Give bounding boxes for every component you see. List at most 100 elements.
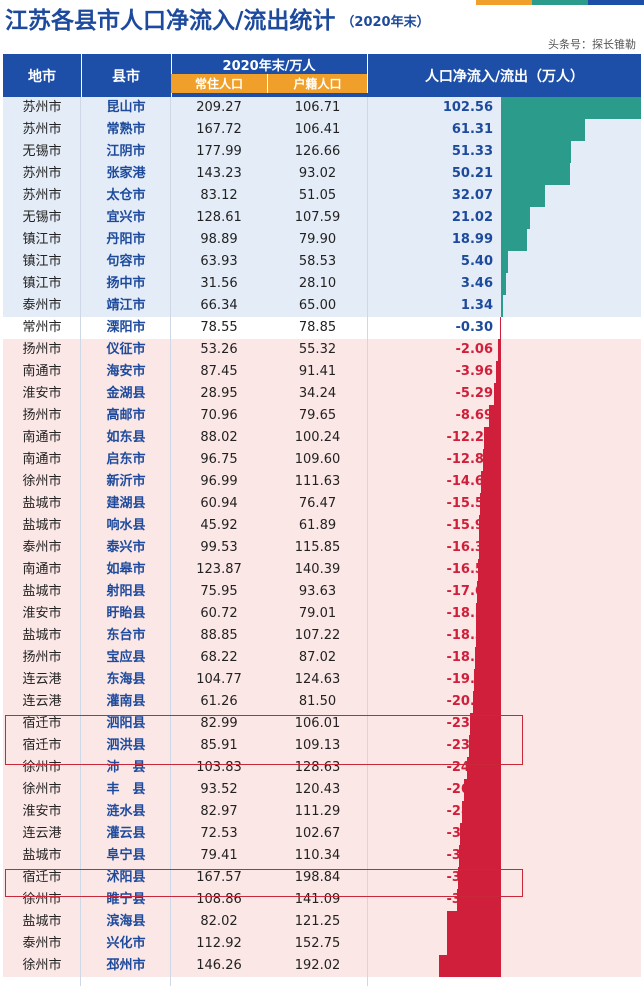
registered-cell: 109.60 <box>294 452 341 467</box>
net-value-label: 50.21 <box>451 166 493 181</box>
city-cell: 徐州市 <box>22 892 62 907</box>
net-bar <box>473 669 501 691</box>
city-cell: 常州市 <box>22 320 62 335</box>
net-value-label: -14.64 <box>446 474 493 489</box>
registered-cell: 93.02 <box>298 166 337 181</box>
highlight-box-siyang-sihong <box>5 715 523 765</box>
county-cell: 泗洪县 <box>106 738 146 753</box>
resident-cell: 128.61 <box>196 210 242 225</box>
city-cell: 连云港 <box>22 672 62 687</box>
table-row: 苏州市 张家港 143.23 93.02 50.21 <box>3 163 641 185</box>
registered-cell: 106.01 <box>294 716 341 731</box>
resident-cell: 123.87 <box>196 562 242 577</box>
resident-cell: 104.77 <box>196 672 242 687</box>
county-cell: 新沂市 <box>106 474 146 489</box>
city-cell: 镇江市 <box>22 232 62 247</box>
county-cell: 东台市 <box>106 628 146 643</box>
resident-cell: 53.26 <box>200 342 238 357</box>
registered-cell: 107.22 <box>294 628 341 643</box>
table-row: 镇江市 句容市 63.93 58.53 5.40 <box>3 251 641 273</box>
city-cell: 南通市 <box>22 430 62 445</box>
net-value-label: -3.96 <box>455 364 493 379</box>
city-cell: 镇江市 <box>22 276 62 291</box>
city-cell: 盐城市 <box>22 584 62 599</box>
net-value-label: 61.31 <box>451 122 493 137</box>
net-bar <box>479 493 501 515</box>
data-table: 苏州市 昆山市 209.27 106.71 102.56 苏州市 常熟市 167.72 106.… <box>3 97 641 977</box>
county-cell: 溧阳市 <box>106 320 146 335</box>
county-cell: 射阳县 <box>106 584 146 599</box>
county-cell: 盱眙县 <box>106 606 146 621</box>
net-value-label: -18.29 <box>446 606 493 621</box>
resident-cell: 82.97 <box>200 804 238 819</box>
county-cell: 灌南县 <box>106 694 146 709</box>
net-bar <box>501 163 570 185</box>
net-bar <box>483 449 501 471</box>
county-cell: 如东县 <box>106 430 146 445</box>
net-bar <box>469 735 501 757</box>
net-bar <box>501 251 509 273</box>
column-divider <box>80 97 81 986</box>
resident-cell: 68.22 <box>200 650 238 665</box>
net-value-label: 51.33 <box>451 144 493 159</box>
county-cell: 宝应县 <box>106 650 146 665</box>
net-value-label: -17.68 <box>446 584 493 599</box>
county-cell: 昆山市 <box>106 100 146 115</box>
net-bar <box>459 823 501 845</box>
net-bar <box>495 361 501 383</box>
registered-cell: 192.02 <box>294 958 341 973</box>
registered-cell: 78.85 <box>298 320 337 335</box>
net-bar <box>446 933 501 955</box>
city-cell: 徐州市 <box>22 782 62 797</box>
net-bar <box>476 581 501 603</box>
resident-cell: 88.02 <box>200 430 238 445</box>
county-cell: 海安市 <box>106 364 146 379</box>
net-value-label: 102.56 <box>442 100 493 115</box>
table-row: 泰州市 泰兴市 99.53 115.85 -16.32 <box>3 537 641 559</box>
net-value-label: -18.37 <box>446 628 493 643</box>
resident-cell: 82.02 <box>200 914 238 929</box>
registered-cell: 110.34 <box>294 848 341 863</box>
county-cell: 扬中市 <box>106 276 146 291</box>
net-bar <box>493 383 501 405</box>
resident-cell: 75.95 <box>200 584 238 599</box>
city-cell: 宿迁市 <box>22 738 62 753</box>
registered-cell: 87.02 <box>298 650 337 665</box>
county-cell: 泰兴市 <box>106 540 146 555</box>
county-cell: 仪征市 <box>106 342 146 357</box>
table-row: 盐城市 东台市 88.85 107.22 -18.37 <box>3 625 641 647</box>
table-row: 镇江市 扬中市 31.56 28.10 3.46 <box>3 273 641 295</box>
resident-cell: 63.93 <box>200 254 238 269</box>
net-bar <box>464 779 501 801</box>
column-divider <box>170 97 171 986</box>
table-row: 苏州市 昆山市 209.27 106.71 102.56 <box>3 97 641 119</box>
city-cell: 扬州市 <box>22 650 62 665</box>
net-value-label: -0.30 <box>455 320 493 335</box>
table-row: 淮安市 盱眙县 60.72 79.01 -18.29 <box>3 603 641 625</box>
county-cell: 阜宁县 <box>106 848 146 863</box>
registered-cell: 61.89 <box>298 518 337 533</box>
resident-cell: 143.23 <box>196 166 242 181</box>
table-row: 盐城市 射阳县 75.95 93.63 -17.68 <box>3 581 641 603</box>
net-bar <box>447 911 501 933</box>
county-cell: 常熟市 <box>106 122 146 137</box>
registered-cell: 124.63 <box>294 672 341 687</box>
table-row: 镇江市 丹阳市 98.89 79.90 18.99 <box>3 229 641 251</box>
net-bar <box>501 119 585 141</box>
county-cell: 宜兴市 <box>106 210 146 225</box>
net-value-label: -12.22 <box>446 430 493 445</box>
header-registered: 户籍人口 <box>268 74 368 93</box>
source-credit: 头条号：探长锥勒 <box>548 38 636 51</box>
city-cell: 徐州市 <box>22 958 62 973</box>
resident-cell: 28.95 <box>200 386 238 401</box>
county-cell: 丹阳市 <box>106 232 146 247</box>
resident-cell: 209.27 <box>196 100 242 115</box>
registered-cell: 65.00 <box>298 298 337 313</box>
registered-cell: 198.84 <box>294 870 341 885</box>
table-row: 盐城市 建湖县 60.94 76.47 -15.53 <box>3 493 641 515</box>
